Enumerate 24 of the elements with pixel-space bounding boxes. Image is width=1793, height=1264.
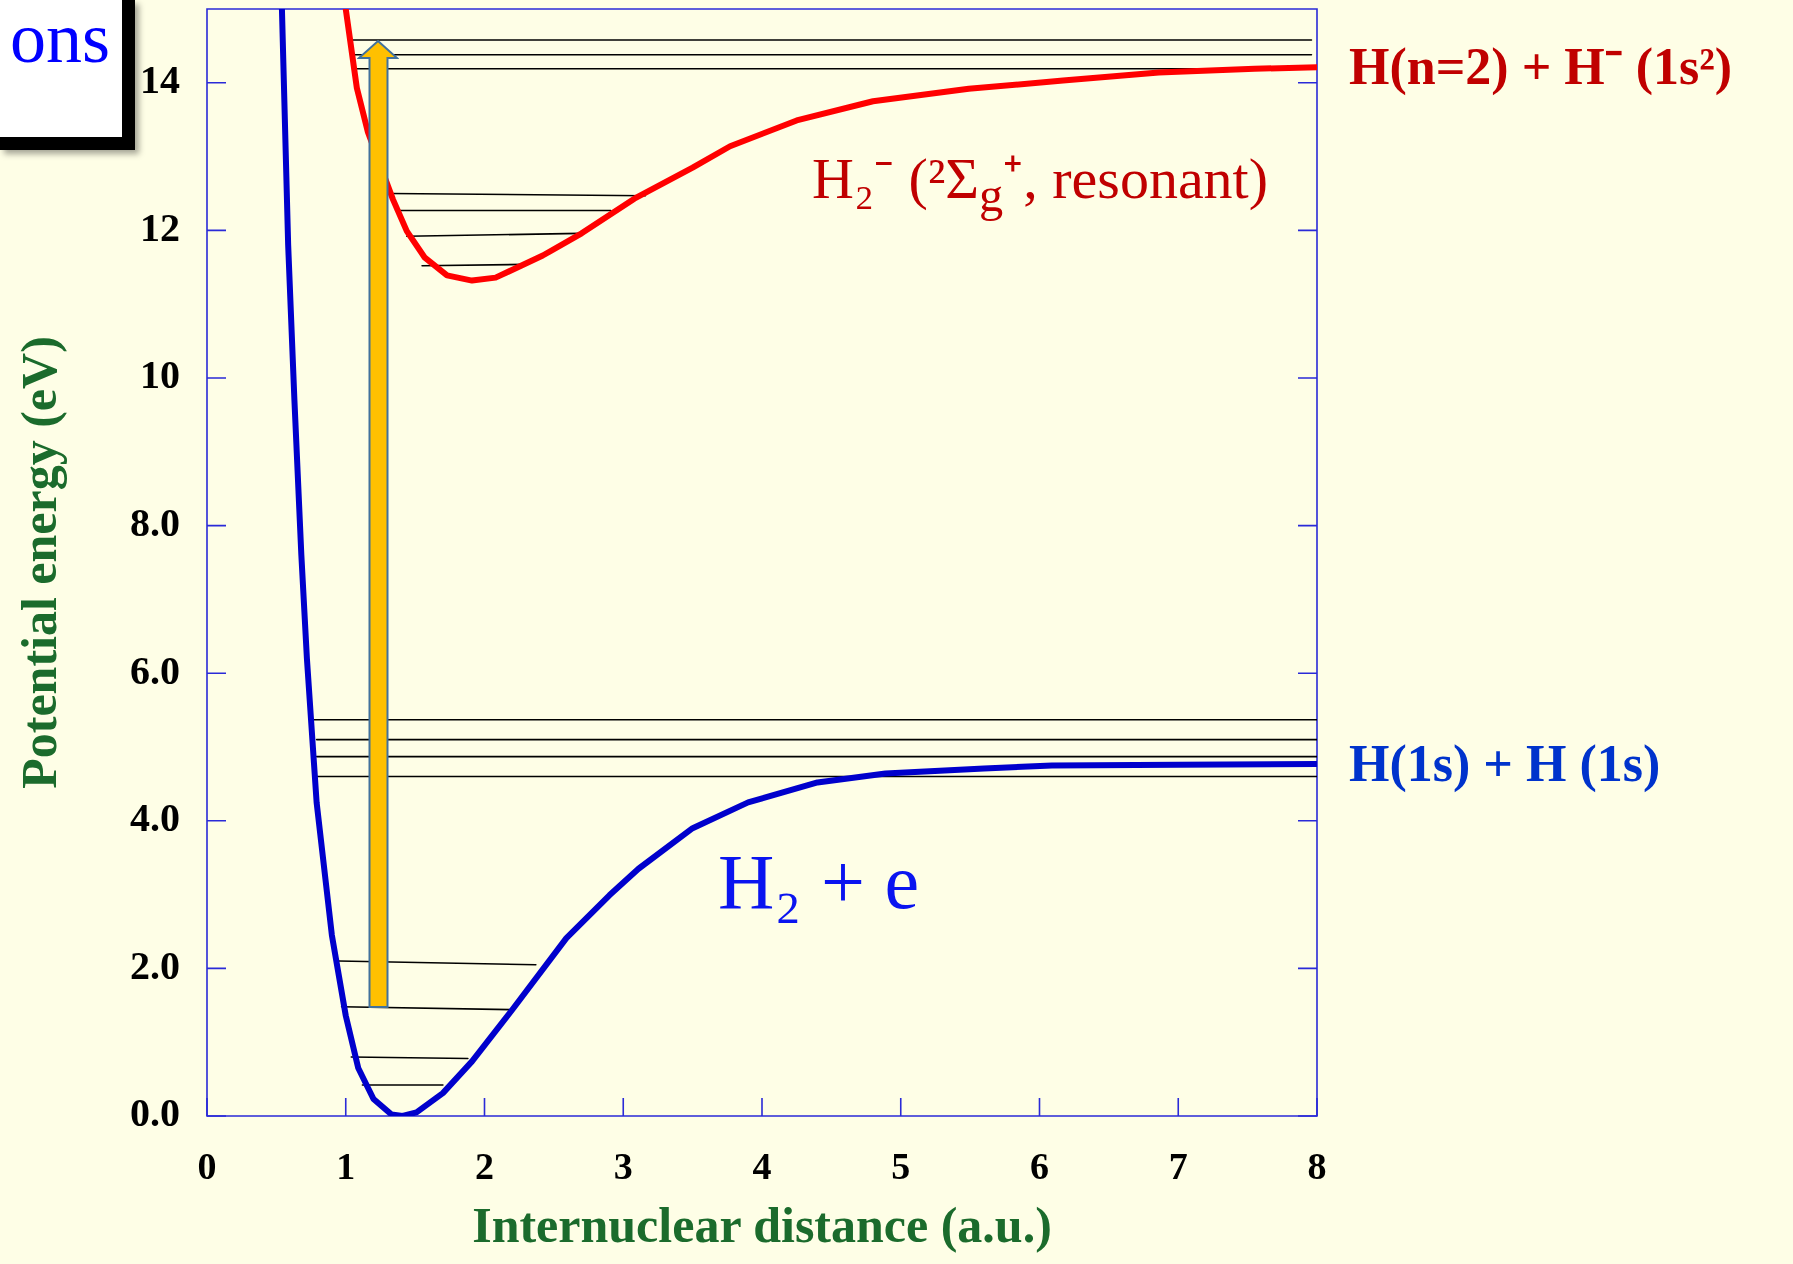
text: ons [10,0,111,78]
x-tick-label: 7 [1168,1144,1188,1187]
series-label: H₂ + e [718,838,920,925]
x-tick-label: 5 [891,1144,911,1187]
series-label: H₂⁻ (²Σ$_{g}$⁺, resonant) [812,146,1269,221]
annotation: H(1s) + H (1s) [1349,734,1661,792]
y-axis-title: Potential energy (eV) [10,336,67,789]
x-tick-label: 3 [613,1144,633,1187]
x-tick-label: 1 [336,1144,356,1187]
y-tick-label: 12 [140,204,180,250]
y-tick-label: 2.0 [130,942,180,988]
y-tick-label: 8.0 [130,499,180,545]
y-tick-label: 4.0 [130,795,180,841]
x-tick-label: 8 [1307,1144,1327,1187]
x-tick-label: 2 [475,1144,494,1187]
x-axis-title: Internuclear distance (a.u.) [472,1196,1052,1253]
annotation: H(n=2) + H⁻ (1s²) [1349,38,1733,96]
x-tick-label: 4 [752,1144,772,1187]
x-tick-label: 6 [1030,1144,1049,1187]
y-tick-label: 10 [140,352,180,398]
x-tick-label: 0 [197,1144,217,1187]
y-tick-label: 14 [140,57,180,103]
y-tick-label: 0.0 [130,1090,180,1136]
y-tick-label: 6.0 [130,647,180,693]
